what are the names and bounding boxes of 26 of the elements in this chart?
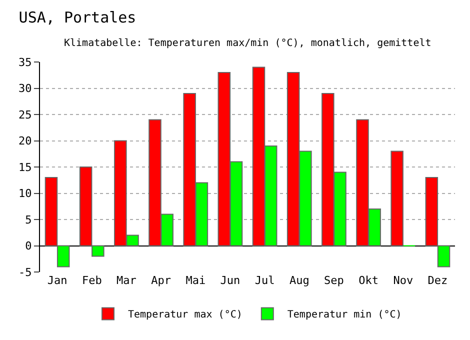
y-tick-label: 0 <box>25 240 32 253</box>
x-tick-label: Jul <box>254 274 275 287</box>
x-tick-label: Jan <box>47 274 68 287</box>
y-tick-label: 35 <box>18 56 32 69</box>
chart-subtitle: Klimatabelle: Temperaturen max/min (°C), monatlich, gemittelt <box>64 38 432 49</box>
x-tick-label: Nov <box>393 274 414 287</box>
bar <box>390 150 404 246</box>
x-tick-label: Sep <box>324 274 344 287</box>
x-tick-label: Okt <box>358 274 378 287</box>
x-tick-label: Dez <box>428 274 448 287</box>
chart-title: USA, Portales <box>18 8 136 26</box>
y-tick-label: 20 <box>18 134 32 148</box>
y-tick-label: 15 <box>18 160 32 174</box>
x-tick-label: Mai <box>186 274 206 287</box>
x-tick-label: Aug <box>289 274 310 287</box>
x-tick-label: Apr <box>151 274 172 287</box>
y-tick-label: -5 <box>18 266 32 279</box>
legend-label: Temperatur min (°C) <box>287 310 402 321</box>
x-tick-label: Jun <box>220 274 240 287</box>
x-tick-label: Feb <box>82 274 102 287</box>
y-tick-label: 25 <box>18 108 32 122</box>
legend-label: Temperatur max (°C) <box>128 310 242 321</box>
y-tick-label: 5 <box>25 213 32 226</box>
y-tick-label: 30 <box>18 82 32 96</box>
x-tick-label: Mar <box>116 274 137 287</box>
y-tick-label: 10 <box>18 187 32 200</box>
